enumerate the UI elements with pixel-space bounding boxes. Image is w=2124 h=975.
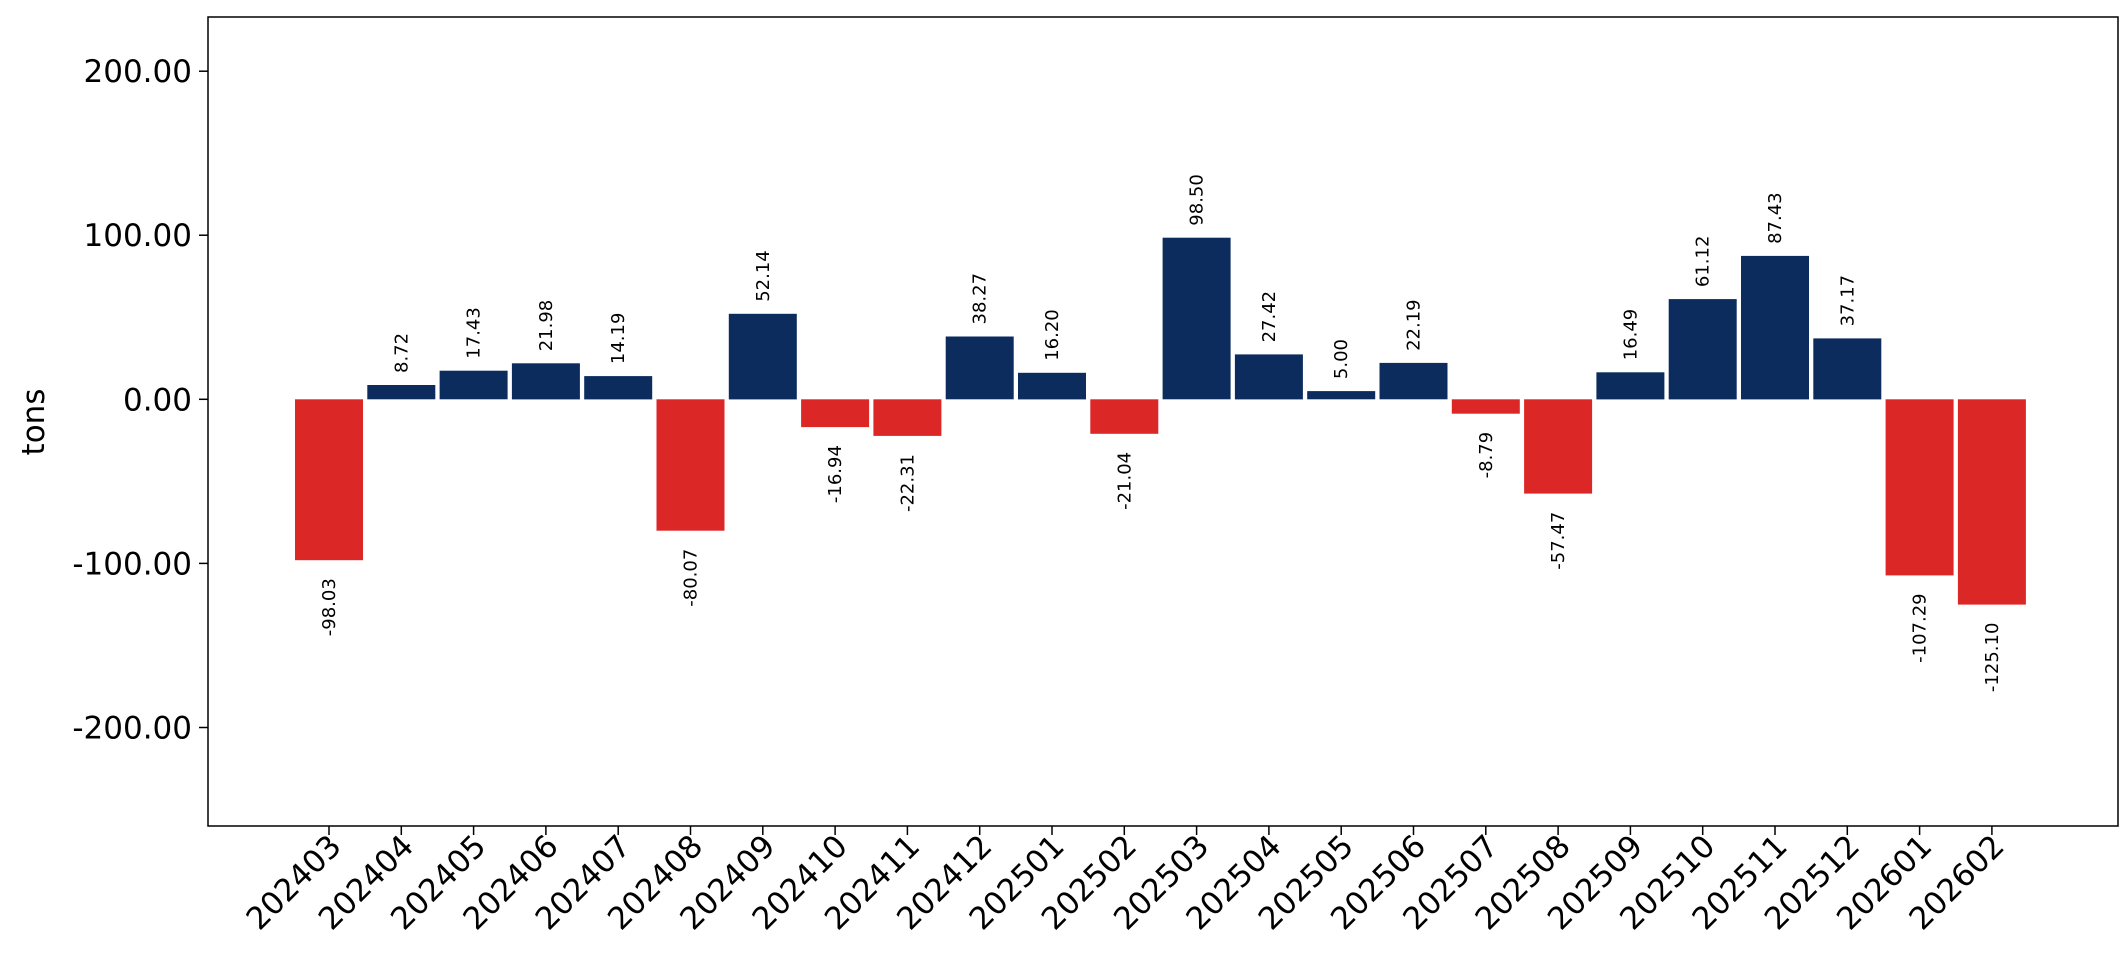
value-label-202511: 87.43 xyxy=(1765,192,1786,244)
y-tick-label-100.00: 100.00 xyxy=(84,218,192,254)
value-label-202505: 5.00 xyxy=(1331,339,1352,379)
value-label-202504: 27.42 xyxy=(1259,291,1280,343)
value-label-202512: 37.17 xyxy=(1837,275,1858,327)
bar-202406 xyxy=(511,363,580,400)
bar-202503 xyxy=(1162,237,1231,400)
value-label-202506: 22.19 xyxy=(1404,299,1425,351)
bar-202510 xyxy=(1668,299,1737,400)
bar-202409 xyxy=(728,313,797,400)
y-axis-title: tons xyxy=(16,389,52,456)
value-label-202602: -125.10 xyxy=(1982,623,2003,692)
bar-202408 xyxy=(656,399,725,531)
bar-202601 xyxy=(1885,399,1954,576)
value-label-202410: -16.94 xyxy=(825,445,846,503)
value-label-202412: 38.27 xyxy=(970,273,991,325)
bar-202505 xyxy=(1307,391,1376,400)
bar-202407 xyxy=(584,376,653,400)
value-label-202406: 21.98 xyxy=(536,300,557,352)
y-tick-label--100.00: -100.00 xyxy=(72,546,192,582)
bar-202506 xyxy=(1379,362,1448,400)
value-label-202509: 16.49 xyxy=(1620,309,1641,361)
value-label-202408: -80.07 xyxy=(681,549,702,607)
bar-202405 xyxy=(439,370,508,400)
bar-202507 xyxy=(1451,399,1520,414)
y-tick-label-0.00: 0.00 xyxy=(123,382,192,418)
value-label-202404: 8.72 xyxy=(391,333,412,373)
bars-group xyxy=(295,237,2026,605)
value-label-202405: 17.43 xyxy=(464,307,485,359)
value-label-202403: -98.03 xyxy=(319,578,340,636)
bar-202501 xyxy=(1018,372,1086,400)
value-label-202407: 14.19 xyxy=(608,313,629,365)
bar-202509 xyxy=(1596,372,1665,400)
bar-202504 xyxy=(1234,354,1303,400)
plot-frame xyxy=(207,16,2119,827)
bar-202511 xyxy=(1741,255,1809,400)
value-label-202501: 16.20 xyxy=(1042,309,1063,361)
bar-202508 xyxy=(1524,399,1593,494)
value-labels-group: -98.03 8.72 17.43 21.98 14.19 -80.07 52.14 -16.… xyxy=(319,174,2003,692)
value-label-202507: -8.79 xyxy=(1476,432,1497,479)
value-label-202409: 52.14 xyxy=(753,250,774,302)
bar-202404 xyxy=(367,385,436,400)
value-label-202508: -57.47 xyxy=(1548,512,1569,570)
value-label-202510: 61.12 xyxy=(1693,236,1714,288)
bar-202411 xyxy=(873,399,942,436)
y-tick-label-200.00: 200.00 xyxy=(84,54,192,90)
value-label-202601: -107.29 xyxy=(1910,593,1931,662)
value-label-202411: -22.31 xyxy=(897,454,918,512)
bar-202502 xyxy=(1090,399,1159,434)
bar-202602 xyxy=(1957,399,2026,605)
value-label-202502: -21.04 xyxy=(1114,452,1135,510)
y-axis: 200.00 100.00 0.00 -100.00 -200.00 xyxy=(72,54,208,747)
y-tick-label--200.00: -200.00 xyxy=(72,711,192,747)
bar-202410 xyxy=(801,399,870,428)
bar-202512 xyxy=(1813,338,1882,400)
bar-202403 xyxy=(295,399,363,561)
bar-202412 xyxy=(945,336,1014,400)
value-label-202503: 98.50 xyxy=(1187,174,1208,226)
